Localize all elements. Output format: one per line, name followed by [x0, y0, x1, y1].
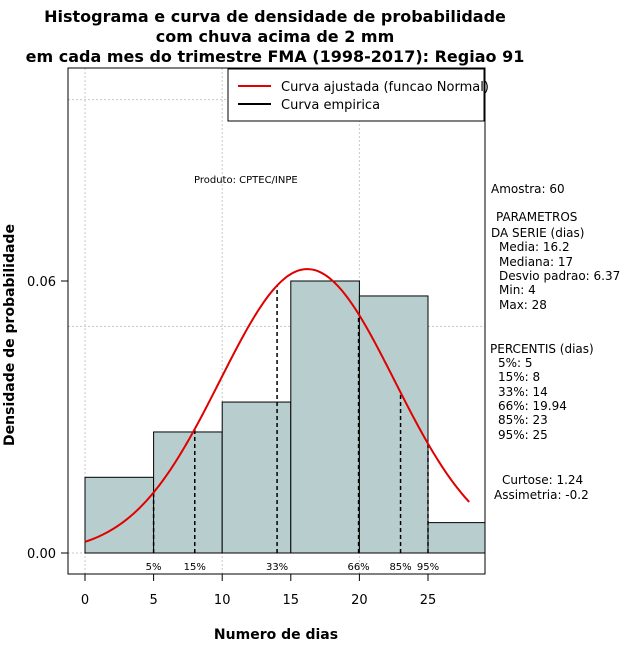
- x-tick-label: 5: [149, 593, 157, 608]
- percentile-label: 5%: [146, 562, 162, 573]
- params-title-2: DA SERIE (dias): [491, 226, 584, 240]
- legend-normal-label: Curva ajustada (funcao Normal): [281, 80, 489, 95]
- x-tick-label: 0: [81, 593, 89, 608]
- normal-curve-layer: [84, 268, 470, 543]
- x-axis-label: Numero de dias: [214, 627, 338, 643]
- histogram-bar: [221, 401, 292, 554]
- legend-empirical-label: Curva empirica: [281, 98, 380, 113]
- normal-curve-line: [84, 268, 470, 543]
- param-sd: Desvio padrao: 6.37: [499, 269, 620, 283]
- chart-title-line-3: em cada mes do trimestre FMA (1998-2017)…: [26, 47, 525, 66]
- x-axis: 0 5 10 15 20 25: [81, 574, 436, 608]
- histogram-bars: [84, 280, 486, 554]
- skewness-text: Assimetria: -0.2: [494, 488, 589, 502]
- percentil-85: 85%: 23: [498, 413, 548, 427]
- chart-title-line-2: com chuva acima de 2 mm: [156, 27, 395, 46]
- y-tick-label: 0.06: [27, 275, 56, 290]
- sample-size-text: Amostra: 60: [491, 182, 565, 196]
- x-tick-label: 10: [214, 593, 231, 608]
- legend: Curva ajustada (funcao Normal) Curva emp…: [227, 68, 489, 122]
- y-axis-label: Densidade de probabilidade: [2, 224, 18, 446]
- param-median: Mediana: 17: [499, 255, 573, 269]
- param-min: Min: 4: [499, 283, 536, 297]
- percentile-label: 33%: [266, 562, 288, 573]
- percentile-lines: 5% 15% 33% 66% 85% 95%: [146, 285, 439, 573]
- x-tick-label: 20: [351, 593, 368, 608]
- percentil-15: 15%: 8: [498, 370, 540, 384]
- histogram-bar: [290, 280, 360, 554]
- percentile-label: 15%: [184, 562, 206, 573]
- param-mean: Media: 16.2: [499, 240, 570, 254]
- histogram-bar: [427, 522, 486, 554]
- x-tick-label: 25: [420, 593, 437, 608]
- percentil-66: 66%: 19.94: [498, 399, 567, 413]
- product-note: Produto: CPTEC/INPE: [194, 175, 298, 186]
- params-title-1: PARAMETROS: [496, 210, 577, 224]
- plot-frame: [67, 67, 486, 575]
- y-tick-label: 0.00: [27, 547, 56, 562]
- percentil-5: 5%: 5: [498, 356, 533, 370]
- percentil-33: 33%: 14: [498, 385, 548, 399]
- histogram-bar: [153, 431, 223, 554]
- percentile-label: 66%: [347, 562, 369, 573]
- chart-title-line-1: Histograma e curva de densidade de proba…: [44, 7, 506, 26]
- side-info-panel: Amostra: 60 PARAMETROS DA SERIE (dias) M…: [490, 182, 620, 502]
- x-tick-label: 15: [283, 593, 300, 608]
- percentil-95: 95%: 25: [498, 428, 548, 442]
- kurtosis-text: Curtose: 1.24: [502, 473, 583, 487]
- percentile-label: 95%: [417, 562, 439, 573]
- param-max: Max: 28: [499, 298, 547, 312]
- legend-box: [227, 68, 485, 122]
- percentis-title: PERCENTIS (dias): [490, 342, 594, 356]
- y-axis: 0.00 0.06: [27, 275, 68, 562]
- histogram-bar: [84, 476, 155, 554]
- percentile-label: 85%: [389, 562, 411, 573]
